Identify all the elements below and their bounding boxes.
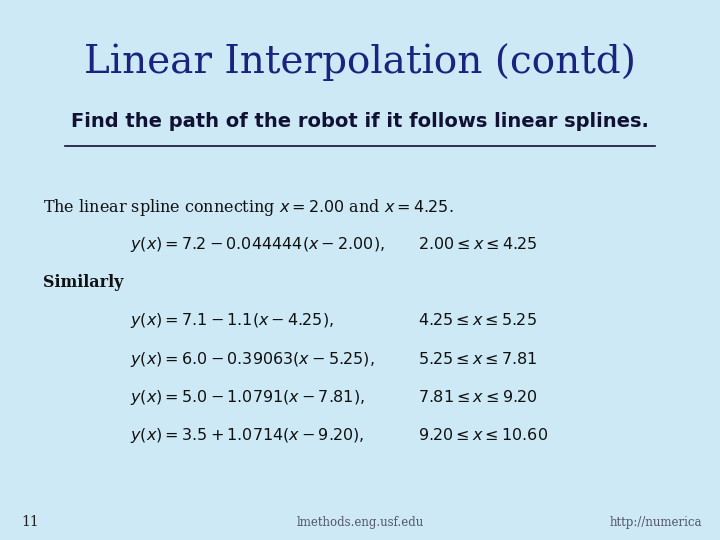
Text: Similarly: Similarly	[43, 274, 124, 291]
Text: 11: 11	[22, 515, 40, 529]
Text: $y(x) = 5.0 - 1.0791(x - 7.81),$: $y(x) = 5.0 - 1.0791(x - 7.81),$	[130, 388, 364, 407]
Text: $2.00 \leq x \leq 4.25$: $2.00 \leq x \leq 4.25$	[418, 235, 537, 253]
Text: Find the path of the robot if it follows linear splines.: Find the path of the robot if it follows…	[71, 112, 649, 131]
Text: $y(x) = 3.5 + 1.0714(x - 9.20),$: $y(x) = 3.5 + 1.0714(x - 9.20),$	[130, 426, 364, 445]
Text: Linear Interpolation (contd): Linear Interpolation (contd)	[84, 43, 636, 81]
Text: $7.81 \leq x \leq 9.20$: $7.81 \leq x \leq 9.20$	[418, 389, 537, 406]
Text: $9.20 \leq x \leq 10.60$: $9.20 \leq x \leq 10.60$	[418, 427, 548, 444]
Text: http://numerica: http://numerica	[610, 516, 702, 529]
Text: lmethods.eng.usf.edu: lmethods.eng.usf.edu	[297, 516, 423, 529]
Text: The linear spline connecting $x = 2.00$ and $x = 4.25$.: The linear spline connecting $x = 2.00$ …	[43, 198, 454, 218]
Text: $4.25 \leq x \leq 5.25$: $4.25 \leq x \leq 5.25$	[418, 312, 536, 329]
Text: $y(x) = 7.2 - 0.044444(x - 2.00),$: $y(x) = 7.2 - 0.044444(x - 2.00),$	[130, 234, 384, 254]
Text: $y(x) = 6.0 - 0.39063(x - 5.25),$: $y(x) = 6.0 - 0.39063(x - 5.25),$	[130, 349, 374, 369]
Text: $5.25 \leq x \leq 7.81$: $5.25 \leq x \leq 7.81$	[418, 350, 537, 368]
Text: $y(x) = 7.1 - 1.1(x - 4.25),$: $y(x) = 7.1 - 1.1(x - 4.25),$	[130, 311, 333, 330]
